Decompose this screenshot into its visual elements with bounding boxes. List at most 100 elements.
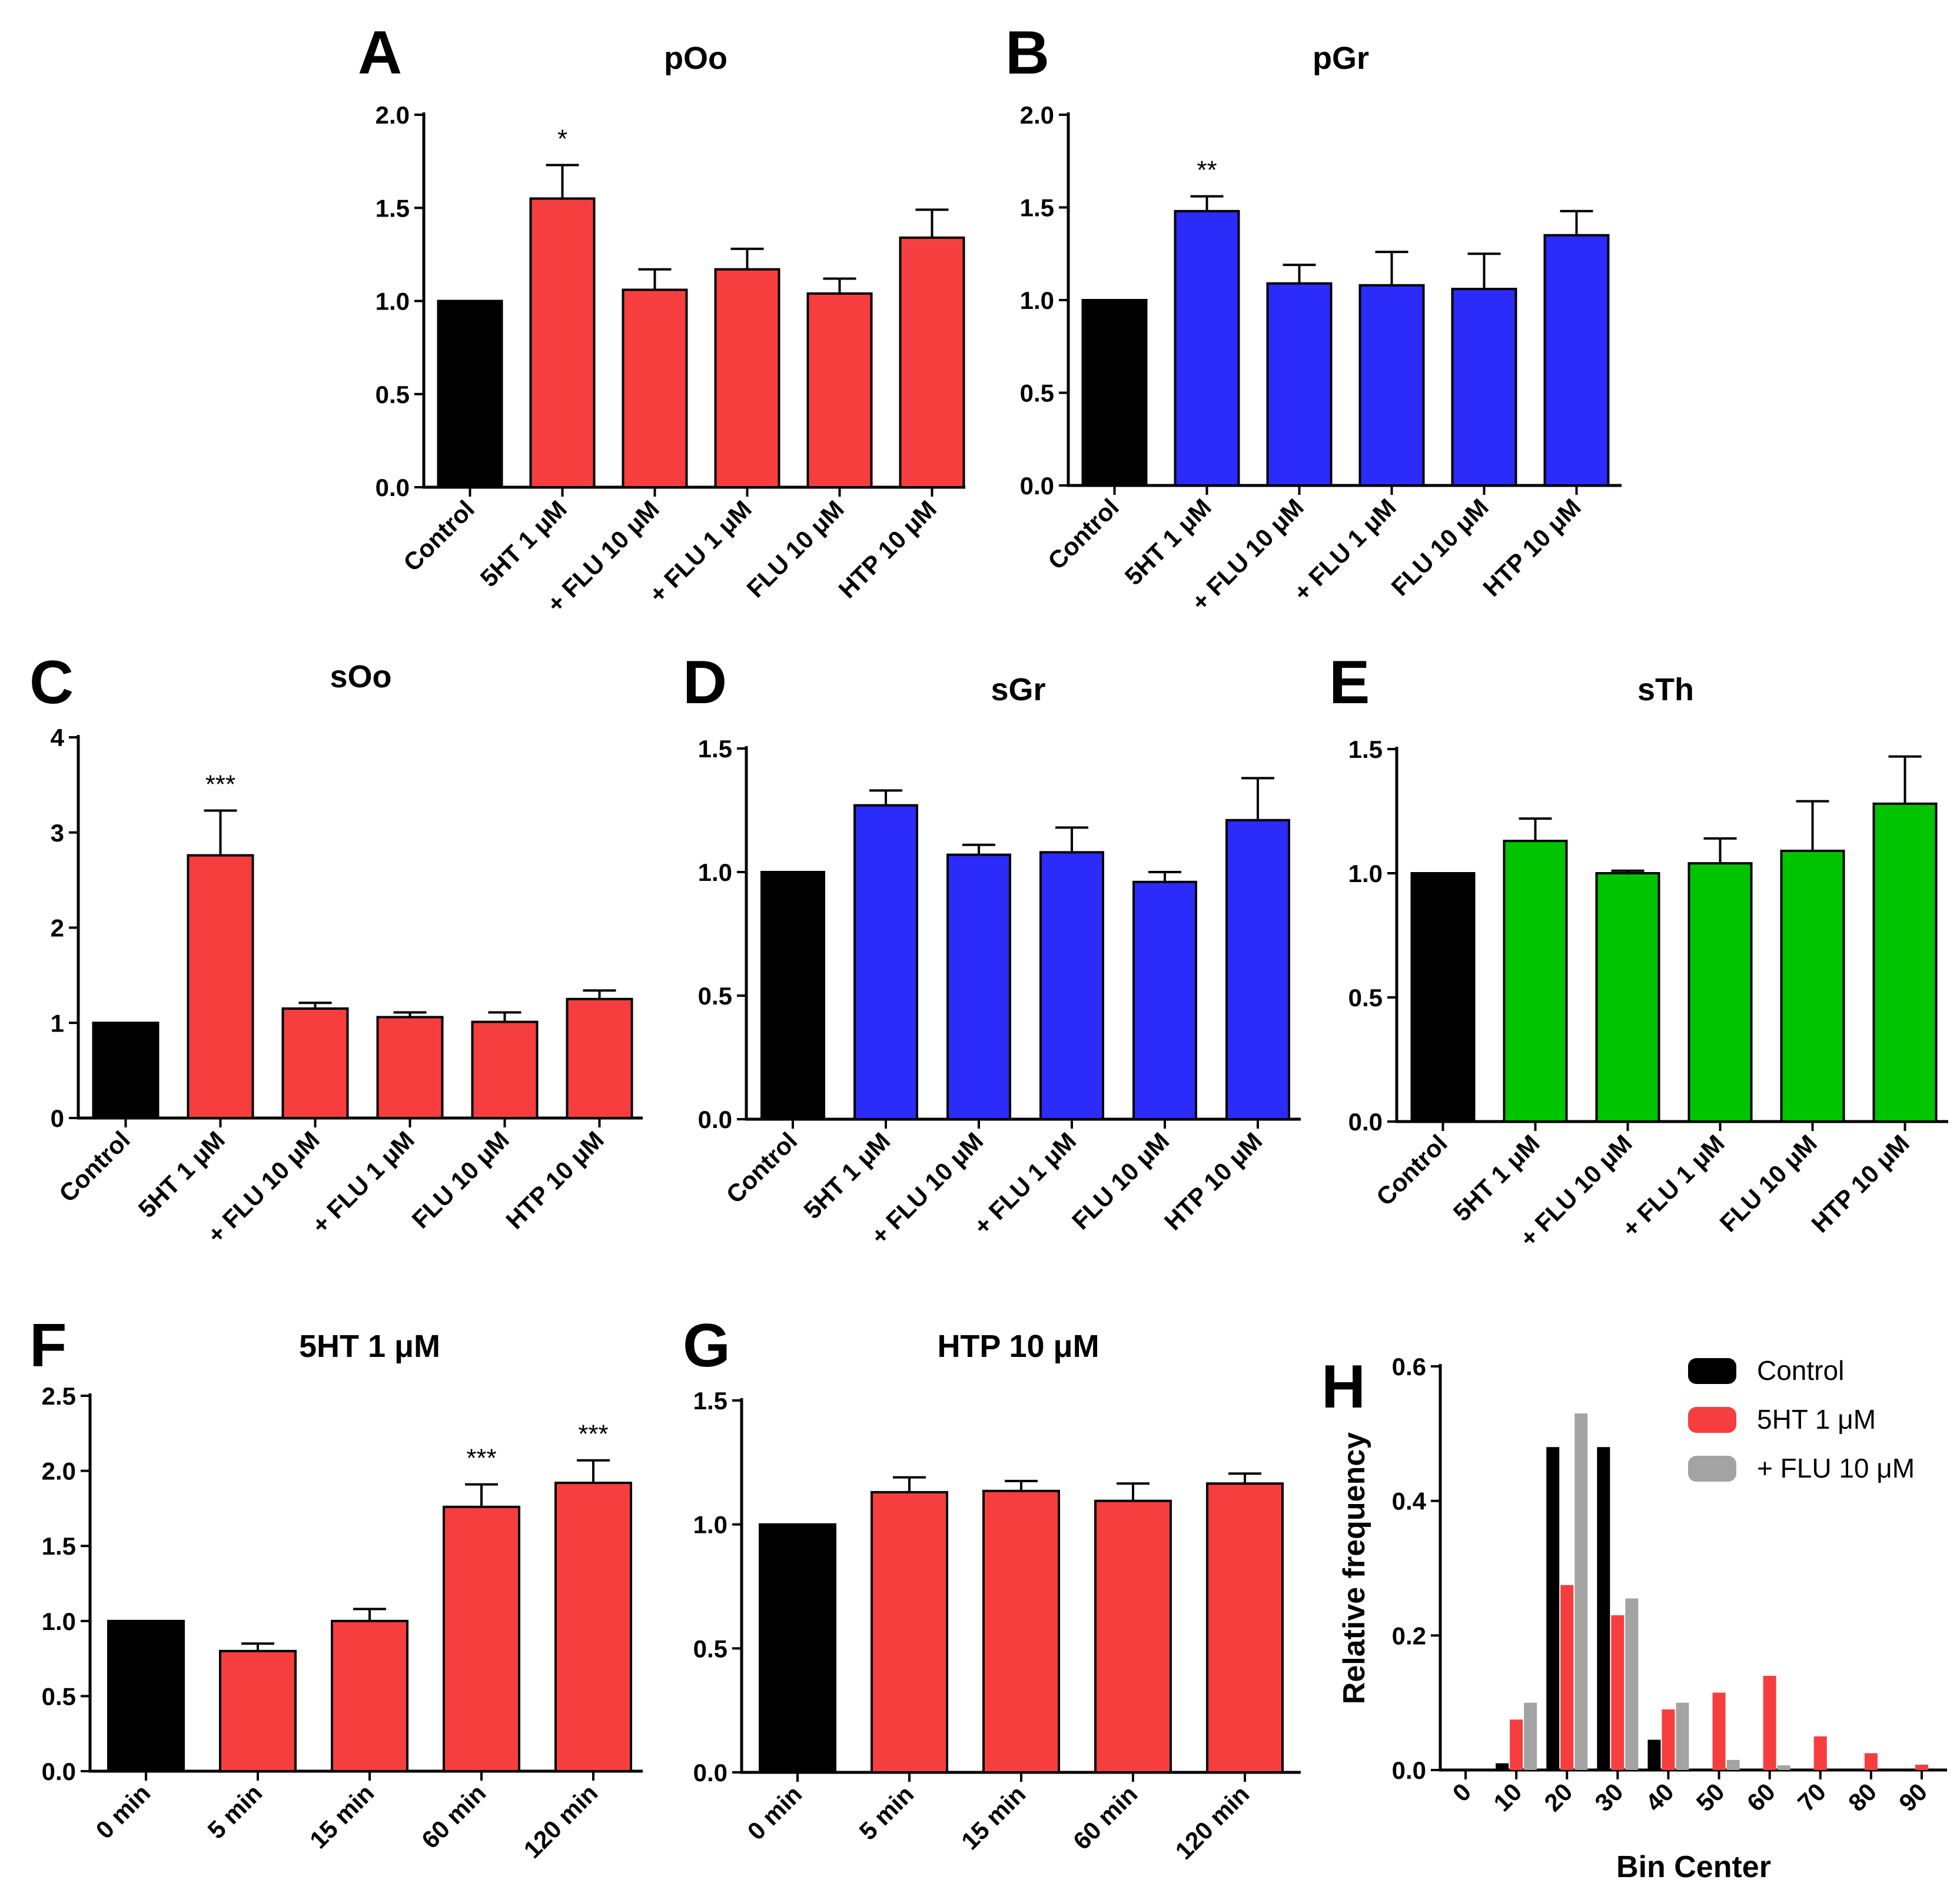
bar — [219, 1649, 297, 1773]
significance-label: *** — [466, 1444, 496, 1473]
y-tick-label: 0.6 — [1392, 1353, 1426, 1380]
histogram-bar — [1625, 1598, 1639, 1770]
y-tick-label: 3 — [51, 819, 64, 847]
bar — [760, 871, 825, 1120]
bar — [281, 1007, 349, 1120]
legend-swatch — [1688, 1456, 1736, 1482]
y-tick-label: 0.0 — [1348, 1108, 1383, 1136]
y-tick-label: 1.0 — [376, 288, 410, 315]
x-tick-label: HTP 10 μM — [833, 495, 942, 604]
y-tick-label: 0.0 — [1020, 472, 1054, 500]
x-tick-label: Control — [1042, 493, 1124, 575]
y-tick-label: 2.5 — [42, 1382, 76, 1410]
x-tick-label: 5 min — [854, 1780, 919, 1845]
y-tick-label: 0.0 — [376, 474, 410, 501]
y-tick-label: 0.0 — [1392, 1756, 1426, 1784]
x-tick-label: 0 min — [742, 1780, 808, 1845]
x-tick-label: HTP 10 μM — [500, 1126, 609, 1235]
y-tick-label: 1.0 — [42, 1608, 76, 1635]
panel-letter: F — [29, 1312, 67, 1380]
bar — [1094, 1499, 1172, 1774]
bar — [853, 804, 918, 1120]
legend-label: Control — [1757, 1355, 1844, 1386]
bar — [1174, 209, 1240, 487]
histogram-bar — [1676, 1702, 1689, 1770]
bar — [187, 854, 254, 1119]
bar — [1206, 1482, 1284, 1774]
histogram-bar — [1662, 1709, 1675, 1770]
y-tick-label: 1.5 — [1020, 194, 1054, 222]
y-tick-label: 1.5 — [1348, 736, 1383, 763]
x-tick-label: 50 — [1691, 1778, 1730, 1816]
bar — [1225, 819, 1290, 1121]
y-tick-label: 0.2 — [1392, 1622, 1426, 1649]
legend-swatch — [1688, 1407, 1736, 1433]
y-tick-label: 0.0 — [42, 1758, 76, 1785]
significance-label: *** — [578, 1420, 608, 1449]
legend: Control 5HT 1 μM + FLU 10 μM — [1688, 1355, 1915, 1483]
bar — [982, 1489, 1060, 1774]
bar — [1503, 840, 1568, 1123]
x-axis-label: Bin Center — [1616, 1850, 1771, 1884]
x-tick-label: 5HT 1 μM — [1448, 1129, 1545, 1226]
y-tick-label: 2.0 — [376, 101, 410, 129]
bar — [1595, 872, 1660, 1123]
panel-f: F 5HT 1 μM 0.0 0.5 1.0 1.5 2.0 2.5 0 min 5 min 15 … — [29, 1312, 643, 1864]
y-tick-label: 2.0 — [1020, 101, 1054, 129]
histogram-bar — [1777, 1765, 1790, 1770]
x-tick-label: FLU 10 μM — [1714, 1129, 1822, 1237]
y-tick-label: 0.5 — [1020, 380, 1054, 407]
x-tick-label: 60 min — [1068, 1780, 1142, 1855]
x-tick-label: 90 — [1893, 1778, 1932, 1816]
significance-label: ** — [1197, 156, 1217, 185]
y-tick-label: 1.5 — [693, 1387, 727, 1415]
x-tick-label: 80 — [1843, 1778, 1882, 1816]
panel-letter: C — [29, 648, 74, 717]
chart-title: sOo — [330, 659, 391, 694]
bar — [566, 997, 633, 1119]
y-tick-label: 1.0 — [693, 1511, 727, 1539]
bar — [946, 853, 1011, 1120]
panel-g: G HTP 10 μM 0.0 0.5 1.0 1.5 0 min 5 min 15 min 60… — [683, 1312, 1301, 1865]
y-tick-label: 0.0 — [698, 1106, 732, 1133]
panel-letter: B — [1005, 19, 1049, 87]
bar — [107, 1619, 185, 1773]
x-tick-label: 30 — [1589, 1778, 1628, 1816]
x-tick-label: 5HT 1 μM — [133, 1126, 230, 1223]
y-tick-label: 1.5 — [42, 1532, 76, 1560]
panel-letter: A — [358, 19, 402, 87]
panel-h: H 0.0 0.2 0.4 0.6 0 10 20 30 40 50 60 70 80 90 Bin Cent… — [1321, 1353, 1947, 1884]
bar — [899, 236, 965, 488]
significance-label: *** — [205, 770, 235, 799]
histogram-bar — [1546, 1447, 1560, 1770]
x-tick-label: 70 — [1792, 1778, 1831, 1816]
histogram-bar — [1915, 1764, 1928, 1770]
y-tick-label: 1.0 — [1020, 287, 1054, 314]
bar — [1132, 880, 1197, 1121]
x-tick-label: 0 — [1447, 1778, 1477, 1807]
x-tick-label: 5 min — [202, 1779, 268, 1844]
bar — [437, 300, 503, 488]
histogram-bar — [1496, 1763, 1509, 1770]
x-tick-label: Control — [1371, 1129, 1453, 1211]
y-tick-label: 0.5 — [376, 381, 410, 408]
bar — [1081, 299, 1148, 487]
x-tick-label: HTP 10 μM — [1806, 1129, 1915, 1238]
x-tick-label: Control — [54, 1126, 135, 1207]
x-tick-label: FLU 10 μM — [1067, 1127, 1174, 1235]
y-tick-label: 0.5 — [42, 1682, 76, 1710]
bar — [1543, 234, 1610, 487]
x-tick-label: FLU 10 μM — [1386, 493, 1493, 601]
x-tick-label: 60 min — [416, 1779, 491, 1854]
y-tick-label: 0.0 — [693, 1759, 727, 1786]
histogram-bar — [1726, 1759, 1740, 1770]
y-tick-label: 1.0 — [698, 859, 732, 886]
bar — [331, 1619, 408, 1773]
histogram-bar — [1560, 1585, 1574, 1770]
y-axis-label: Relative frequency — [1337, 1432, 1371, 1704]
y-tick-label: 0 — [51, 1104, 64, 1132]
chart-title: HTP 10 μM — [937, 1329, 1099, 1364]
